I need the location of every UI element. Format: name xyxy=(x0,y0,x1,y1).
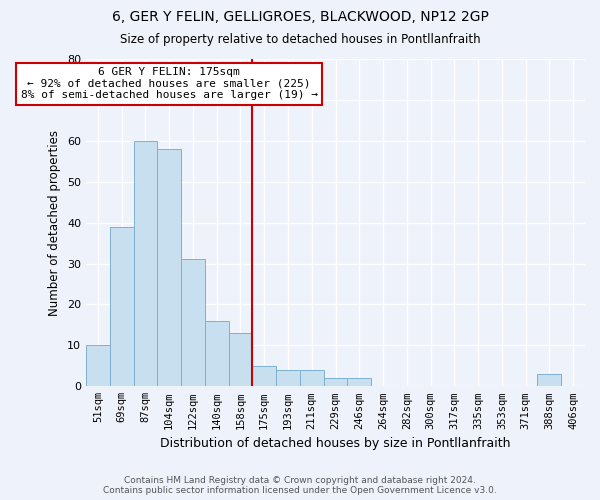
Text: 6, GER Y FELIN, GELLIGROES, BLACKWOOD, NP12 2GP: 6, GER Y FELIN, GELLIGROES, BLACKWOOD, N… xyxy=(112,10,488,24)
Bar xyxy=(323,378,347,386)
Bar xyxy=(86,346,110,387)
Bar xyxy=(538,374,561,386)
Bar xyxy=(134,141,157,386)
X-axis label: Distribution of detached houses by size in Pontllanfraith: Distribution of detached houses by size … xyxy=(160,437,511,450)
Bar xyxy=(276,370,300,386)
Bar xyxy=(205,321,229,386)
Y-axis label: Number of detached properties: Number of detached properties xyxy=(49,130,61,316)
Bar xyxy=(110,226,134,386)
Text: Contains HM Land Registry data © Crown copyright and database right 2024.
Contai: Contains HM Land Registry data © Crown c… xyxy=(103,476,497,495)
Bar xyxy=(253,366,276,386)
Bar xyxy=(181,260,205,386)
Bar xyxy=(229,333,253,386)
Text: Size of property relative to detached houses in Pontllanfraith: Size of property relative to detached ho… xyxy=(119,32,481,46)
Bar xyxy=(157,149,181,386)
Text: 6 GER Y FELIN: 175sqm
← 92% of detached houses are smaller (225)
8% of semi-deta: 6 GER Y FELIN: 175sqm ← 92% of detached … xyxy=(20,67,317,100)
Bar xyxy=(347,378,371,386)
Bar xyxy=(300,370,323,386)
